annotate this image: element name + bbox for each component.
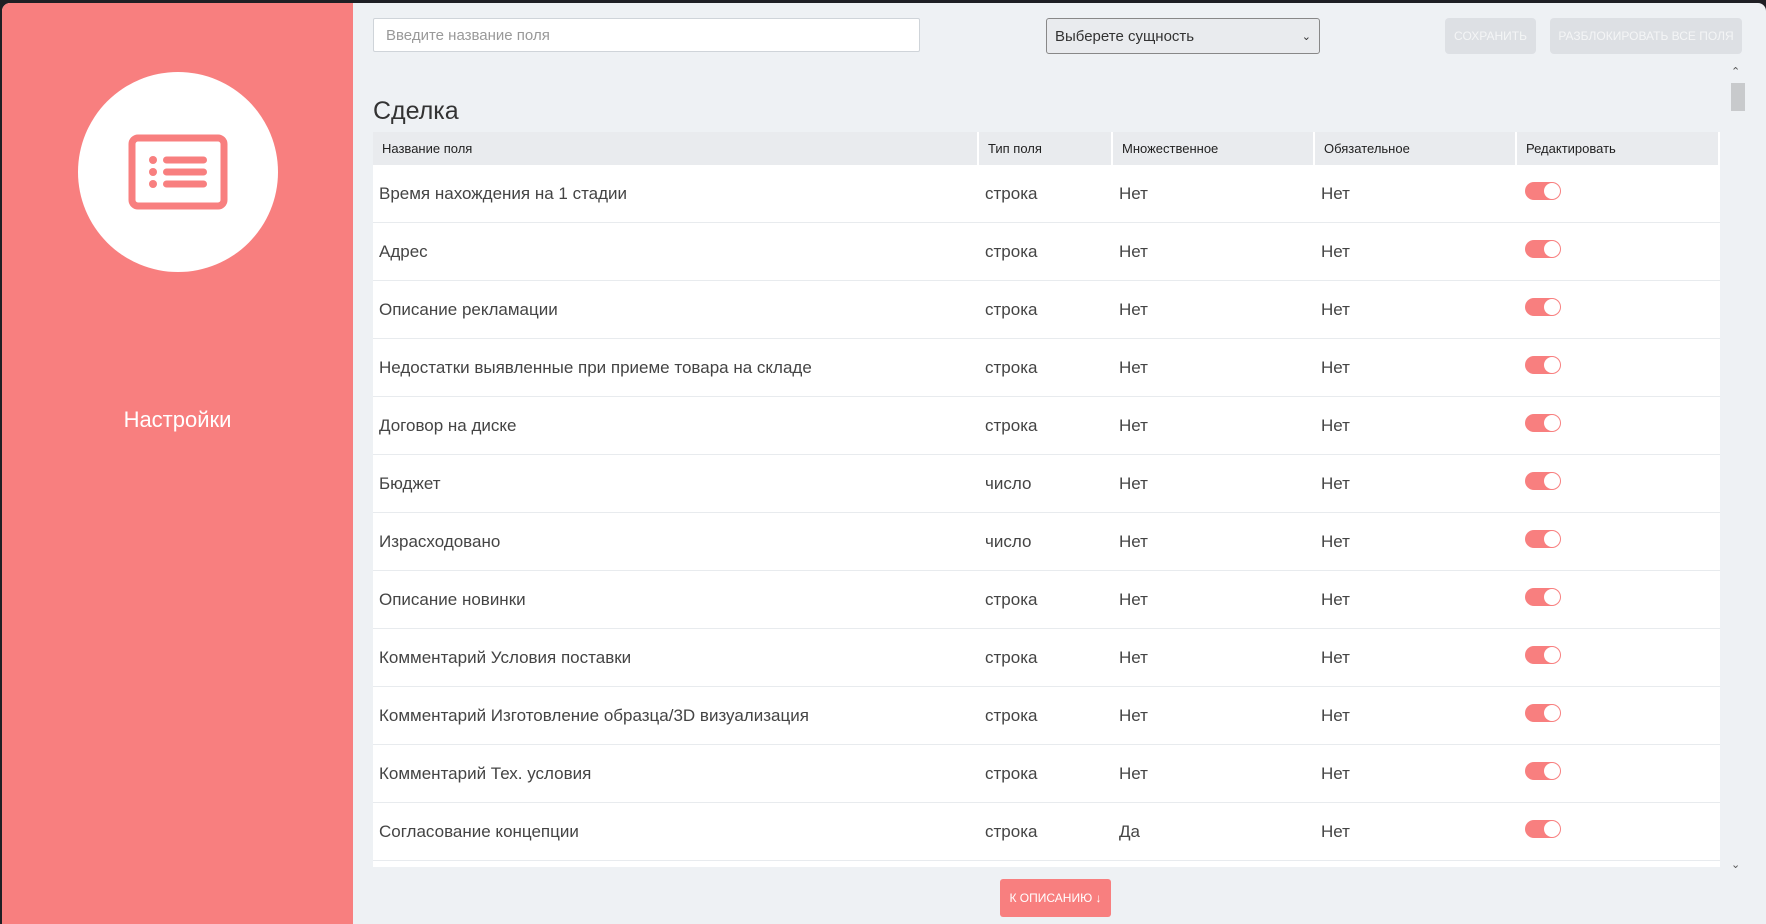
field-search-input[interactable] <box>373 18 920 52</box>
unblock-all-button[interactable]: РАЗБЛОКИРОВАТЬ ВСЕ ПОЛЯ <box>1550 18 1742 54</box>
app-window: Настройки Выберете сущность ⌄ СОХРАНИТЬ … <box>2 3 1766 924</box>
edit-toggle[interactable] <box>1525 703 1561 722</box>
field-name: Описание новинки <box>379 589 526 609</box>
entity-select-value: Выберете сущность <box>1055 27 1195 45</box>
table-row: Адрес строка Нет Нет <box>373 223 1720 281</box>
field-type: строка <box>985 299 1038 319</box>
field-name: Согласование концепции <box>379 821 579 841</box>
header-type: Тип поля <box>979 132 1113 165</box>
table-row: Описание рекламации строка Нет Нет <box>373 281 1720 339</box>
field-name: Недостатки выявленные при приеме товара … <box>379 357 812 377</box>
table-header: Название поля Тип поля Множественное Обя… <box>373 132 1720 165</box>
edit-toggle[interactable] <box>1525 297 1561 316</box>
edit-toggle[interactable] <box>1525 761 1561 780</box>
edit-toggle[interactable] <box>1525 471 1561 490</box>
field-multiple: Нет <box>1119 531 1148 551</box>
table-row: Израсходовано число Нет Нет <box>373 513 1720 571</box>
table-row: Договор на диске строка Нет Нет <box>373 397 1720 455</box>
scroll-up-icon[interactable]: ⌃ <box>1731 66 1741 78</box>
field-multiple: Нет <box>1119 763 1148 783</box>
field-type: строка <box>985 183 1038 203</box>
fields-table: Название поля Тип поля Множественное Обя… <box>373 132 1720 867</box>
field-name: Бюджет <box>379 473 441 493</box>
field-type: строка <box>985 415 1038 435</box>
table-row: Описание новинки строка Нет Нет <box>373 571 1720 629</box>
field-required: Нет <box>1321 415 1350 435</box>
table-row: Комментарий Условия поставки строка Нет … <box>373 629 1720 687</box>
to-description-button[interactable]: К ОПИСАНИЮ ↓ <box>1000 879 1111 917</box>
field-required: Нет <box>1321 763 1350 783</box>
field-multiple: Нет <box>1119 299 1148 319</box>
edit-toggle[interactable] <box>1525 587 1561 606</box>
save-button[interactable]: СОХРАНИТЬ <box>1445 18 1536 54</box>
edit-toggle[interactable] <box>1525 529 1561 548</box>
field-type: строка <box>985 705 1038 725</box>
field-multiple: Нет <box>1119 415 1148 435</box>
field-type: строка <box>985 763 1038 783</box>
list-icon <box>128 134 228 210</box>
chevron-down-icon: ⌄ <box>1301 30 1311 43</box>
field-required: Нет <box>1321 531 1350 551</box>
edit-toggle[interactable] <box>1525 239 1561 258</box>
header-edit: Редактировать <box>1517 132 1720 165</box>
field-multiple: Нет <box>1119 183 1148 203</box>
field-multiple: Нет <box>1119 589 1148 609</box>
field-name: Комментарий Условия поставки <box>379 647 632 667</box>
field-multiple: Нет <box>1119 357 1148 377</box>
field-type: строка <box>985 821 1038 841</box>
field-required: Нет <box>1321 705 1350 725</box>
field-multiple: Нет <box>1119 705 1148 725</box>
scrollbar-thumb[interactable] <box>1731 83 1745 111</box>
field-type: строка <box>985 357 1038 377</box>
sidebar-settings-label[interactable]: Настройки <box>123 407 232 432</box>
field-multiple: Нет <box>1119 647 1148 667</box>
header-multiple: Множественное <box>1113 132 1315 165</box>
table-row: Недостатки выявленные при приеме товара … <box>373 339 1720 397</box>
field-name: Комментарий Тех. условия <box>379 763 592 783</box>
field-name: Договор на диске <box>379 415 517 435</box>
field-name: Описание рекламации <box>379 299 558 319</box>
field-type: число <box>985 531 1032 551</box>
edit-toggle[interactable] <box>1525 413 1561 432</box>
field-type: строка <box>985 589 1038 609</box>
edit-toggle[interactable] <box>1525 355 1561 374</box>
table-row: Время нахождения на 1 стадии строка Нет … <box>373 165 1720 223</box>
edit-toggle[interactable] <box>1525 181 1561 200</box>
field-required: Нет <box>1321 647 1350 667</box>
table-row: Бюджет число Нет Нет <box>373 455 1720 513</box>
field-name: Адрес <box>379 241 428 261</box>
field-multiple: Нет <box>1119 473 1148 493</box>
header-name: Название поля <box>373 132 979 165</box>
field-required: Нет <box>1321 357 1350 377</box>
page-title: Сделка <box>373 97 459 125</box>
field-multiple: Нет <box>1119 241 1148 261</box>
field-name: Комментарий Изготовление образца/3D визу… <box>379 705 809 725</box>
table-row: Комментарий Тех. условия строка Нет Нет <box>373 745 1720 803</box>
field-name: Израсходовано <box>379 531 501 551</box>
edit-toggle[interactable] <box>1525 645 1561 664</box>
scroll-down-icon[interactable]: ⌄ <box>1731 859 1741 871</box>
entity-select[interactable]: Выберете сущность ⌄ <box>1046 18 1320 54</box>
field-required: Нет <box>1321 821 1350 841</box>
field-required: Нет <box>1321 473 1350 493</box>
field-type: строка <box>985 647 1038 667</box>
scrollbar[interactable]: ⌃ ⌄ <box>1729 65 1745 871</box>
sidebar: Настройки <box>2 3 353 924</box>
field-name: Время нахождения на 1 стадии <box>379 183 628 203</box>
table-row: Комментарий Изготовление образца/3D визу… <box>373 687 1720 745</box>
field-required: Нет <box>1321 241 1350 261</box>
field-required: Нет <box>1321 183 1350 203</box>
field-required: Нет <box>1321 299 1350 319</box>
table-row: Согласование концепции строка Да Нет <box>373 803 1720 861</box>
field-multiple: Да <box>1119 821 1140 841</box>
field-required: Нет <box>1321 589 1350 609</box>
edit-toggle[interactable] <box>1525 819 1561 838</box>
header-required: Обязательное <box>1315 132 1517 165</box>
field-type: строка <box>985 241 1038 261</box>
sidebar-logo <box>78 72 278 272</box>
field-type: число <box>985 473 1032 493</box>
